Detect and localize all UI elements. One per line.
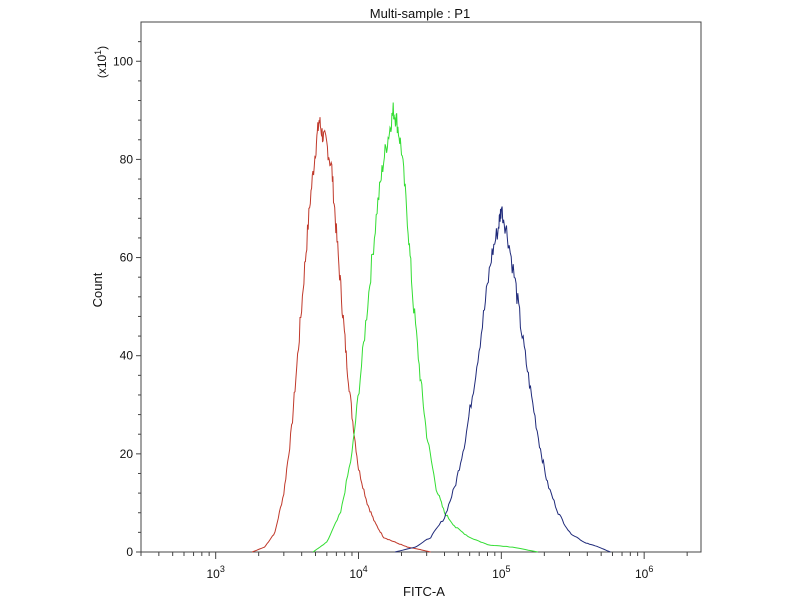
y-multiplier-exp: 1 [93,50,103,55]
x-axis-label: FITC-A [403,584,445,599]
histogram-series-1 [251,117,431,553]
x-tick-label: 104 [349,564,367,581]
y-tick-label: 80 [120,152,134,166]
x-axis: 103 104 105 106 [140,552,688,581]
chart-title: Multi-sample : P1 [370,6,470,21]
y-multiplier-close: ) [95,46,109,50]
y-axis-label: Count [90,272,105,307]
y-tick-label: 60 [120,251,134,265]
y-multiplier-prefix: (x10 [95,55,109,79]
y-tick-label: 0 [126,545,133,559]
svg-text:(x101): (x101) [93,46,109,78]
plot-frame [140,21,702,553]
histogram-series-3 [394,206,611,553]
y-tick-label: 40 [120,349,134,363]
x-tick-label: 105 [492,564,510,581]
histogram-series-2 [312,102,538,553]
x-tick-label: 103 [206,564,224,581]
series-layer [251,102,611,553]
y-axis: 0 20 40 60 80 100 [113,41,141,559]
y-tick-label: 100 [113,54,133,68]
x-tick-label: 106 [635,564,653,581]
y-tick-label: 20 [120,447,134,461]
y-multiplier-label: (x101) [93,46,109,78]
